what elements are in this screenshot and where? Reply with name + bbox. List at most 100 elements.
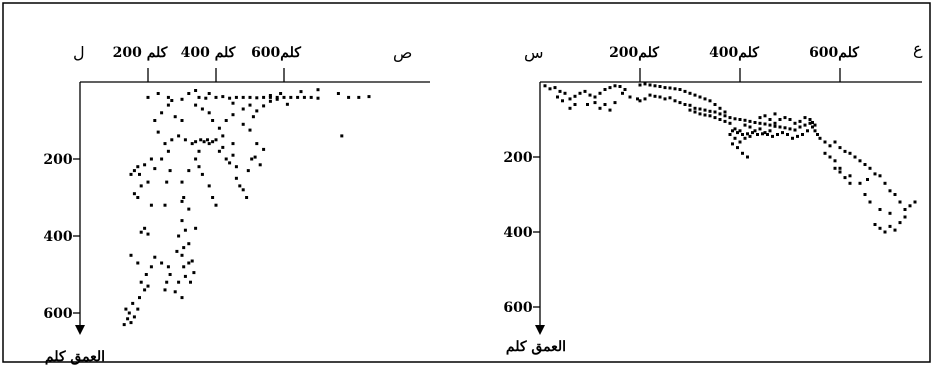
right-data-point — [816, 133, 819, 136]
left-data-point — [138, 296, 141, 300]
right-data-point — [893, 193, 897, 196]
left-scatter-panel: ل ص العمق كلم 200 كلم 400 كلم 600كلم 200 40… — [43, 43, 430, 365]
right-data-point — [878, 226, 882, 230]
left-data-point — [182, 196, 186, 199]
right-data-point — [713, 103, 717, 106]
left-data-point — [129, 172, 133, 176]
left-data-point — [255, 109, 259, 113]
right-data-point — [868, 166, 872, 170]
right-data-point — [798, 119, 802, 123]
right-data-point — [746, 155, 749, 159]
right-data-point — [758, 116, 762, 120]
left-data-point — [166, 103, 170, 107]
right-data-point — [743, 118, 747, 122]
right-data-point — [678, 88, 682, 91]
left-data-point — [139, 280, 143, 284]
right-data-point — [636, 97, 639, 101]
right-data-point — [806, 129, 809, 133]
right-data-point — [648, 83, 652, 87]
right-data-point — [736, 131, 739, 135]
right-data-point — [913, 200, 917, 204]
left-data-point — [180, 296, 184, 300]
left-data-point — [255, 142, 259, 146]
right-y-tick-label-600: 600 — [503, 300, 532, 316]
left-data-point — [221, 95, 225, 99]
right-data-point — [738, 118, 742, 121]
left-data-point — [241, 107, 245, 111]
right-data-point — [781, 131, 784, 135]
left-data-point — [149, 265, 153, 269]
left-data-point — [253, 155, 257, 159]
right-data-point — [658, 95, 662, 99]
left-data-point — [200, 172, 204, 176]
left-data-point — [165, 280, 169, 284]
right-data-point — [708, 99, 712, 103]
left-data-point — [189, 280, 192, 284]
left-data-point — [207, 92, 211, 95]
left-data-point — [347, 95, 351, 99]
right-data-point — [838, 146, 842, 150]
left-data-point — [197, 95, 201, 99]
right-data-point — [823, 140, 827, 144]
left-data-point — [275, 97, 279, 101]
left-data-point — [160, 111, 164, 115]
right-data-point — [778, 118, 782, 121]
left-data-point — [183, 274, 187, 278]
right-data-point — [753, 129, 757, 133]
left-data-point — [367, 95, 371, 99]
right-data-point — [798, 125, 802, 129]
left-data-point — [170, 138, 174, 142]
right-data-point — [578, 91, 582, 95]
right-data-point — [853, 155, 857, 159]
left-data-point — [234, 176, 238, 180]
right-data-point — [683, 103, 687, 106]
left-data-point — [248, 128, 252, 132]
left-data-point — [241, 122, 245, 126]
left-data-point — [129, 321, 133, 325]
left-data-point — [187, 169, 191, 173]
left-data-point — [183, 228, 187, 232]
right-data-point — [748, 134, 752, 138]
left-data-point — [228, 161, 232, 165]
right-data-point — [698, 95, 702, 99]
right-data-point — [758, 121, 762, 125]
right-data-point — [733, 117, 737, 121]
right-scatter-panel: س ع العمق كلم 200كلم 400كلم 600كلم 200 400 6… — [503, 39, 923, 355]
left-data-point — [207, 184, 211, 188]
left-data-point — [238, 184, 242, 188]
left-data-point — [180, 119, 184, 122]
left-data-point — [182, 246, 186, 250]
left-data-point — [136, 307, 140, 311]
left-data-point — [132, 192, 136, 196]
left-corner-label: ل — [73, 43, 85, 62]
left-data-point — [231, 101, 235, 105]
left-data-point — [177, 134, 181, 138]
right-data-point — [741, 133, 744, 136]
left-x-tick-label-400: 400 كلم — [181, 45, 236, 61]
left-data-point — [231, 153, 235, 157]
left-data-point — [251, 115, 255, 119]
right-data-point — [791, 136, 794, 140]
left-data-point — [302, 95, 306, 99]
right-data-point — [811, 121, 814, 124]
left-data-point — [296, 95, 300, 99]
left-data-point — [175, 249, 179, 253]
right-y-ticks: 200 400 600 — [503, 150, 540, 316]
right-data-point — [723, 119, 727, 123]
right-data-point — [808, 121, 812, 125]
right-data-point — [843, 176, 847, 180]
right-data-point — [741, 151, 744, 155]
left-data-point — [217, 149, 221, 153]
right-data-point — [873, 172, 877, 176]
right-data-point — [708, 114, 712, 118]
left-y-tick-label-600: 600 — [43, 306, 72, 322]
right-data-point — [743, 123, 747, 127]
left-data-point — [132, 315, 136, 319]
right-data-point — [858, 181, 862, 185]
right-data-point — [693, 110, 697, 114]
left-data-point — [268, 99, 272, 103]
left-data-point — [211, 196, 215, 199]
right-data-point — [558, 89, 562, 93]
left-points — [122, 88, 371, 327]
